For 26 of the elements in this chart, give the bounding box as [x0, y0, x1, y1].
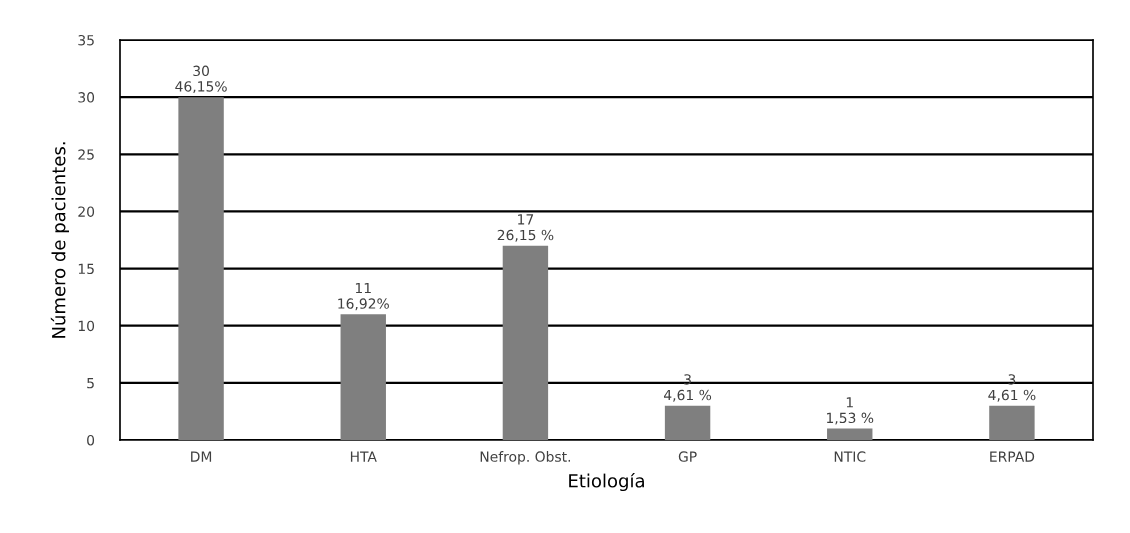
y-tick-label: 35	[78, 34, 94, 46]
y-tick-label: 20	[78, 206, 95, 217]
x-tick-label: DM	[191, 451, 212, 462]
x-tick-label: GP	[678, 451, 697, 462]
bar	[827, 428, 873, 440]
bar	[989, 405, 1035, 440]
bar	[502, 245, 549, 440]
data-label: 30 46,15%	[175, 65, 227, 94]
bar	[664, 405, 711, 440]
y-tick-label: 0	[87, 434, 95, 446]
x-axis-title: Etiología	[569, 472, 644, 492]
x-tick-label: Nefrop. Obst.	[480, 451, 571, 465]
y-tick-label: 30	[78, 92, 95, 103]
bar	[340, 314, 386, 440]
data-label: 1 1,53 %	[827, 397, 874, 425]
y-tick-label: 15	[78, 263, 94, 275]
x-tick-label: HTA	[350, 451, 377, 462]
data-label: 17 26,15 %	[497, 214, 554, 242]
bar	[178, 97, 224, 440]
data-label: 11 16,92%	[338, 282, 389, 311]
y-tick-label: 5	[87, 378, 94, 389]
y-tick-label: 10	[78, 320, 95, 332]
y-axis-title: Número de pacientes.	[50, 142, 69, 338]
x-tick-label: NTIC	[834, 451, 866, 462]
x-tick-label: ERPAD	[990, 451, 1035, 462]
y-tick-label: 25	[78, 149, 94, 160]
